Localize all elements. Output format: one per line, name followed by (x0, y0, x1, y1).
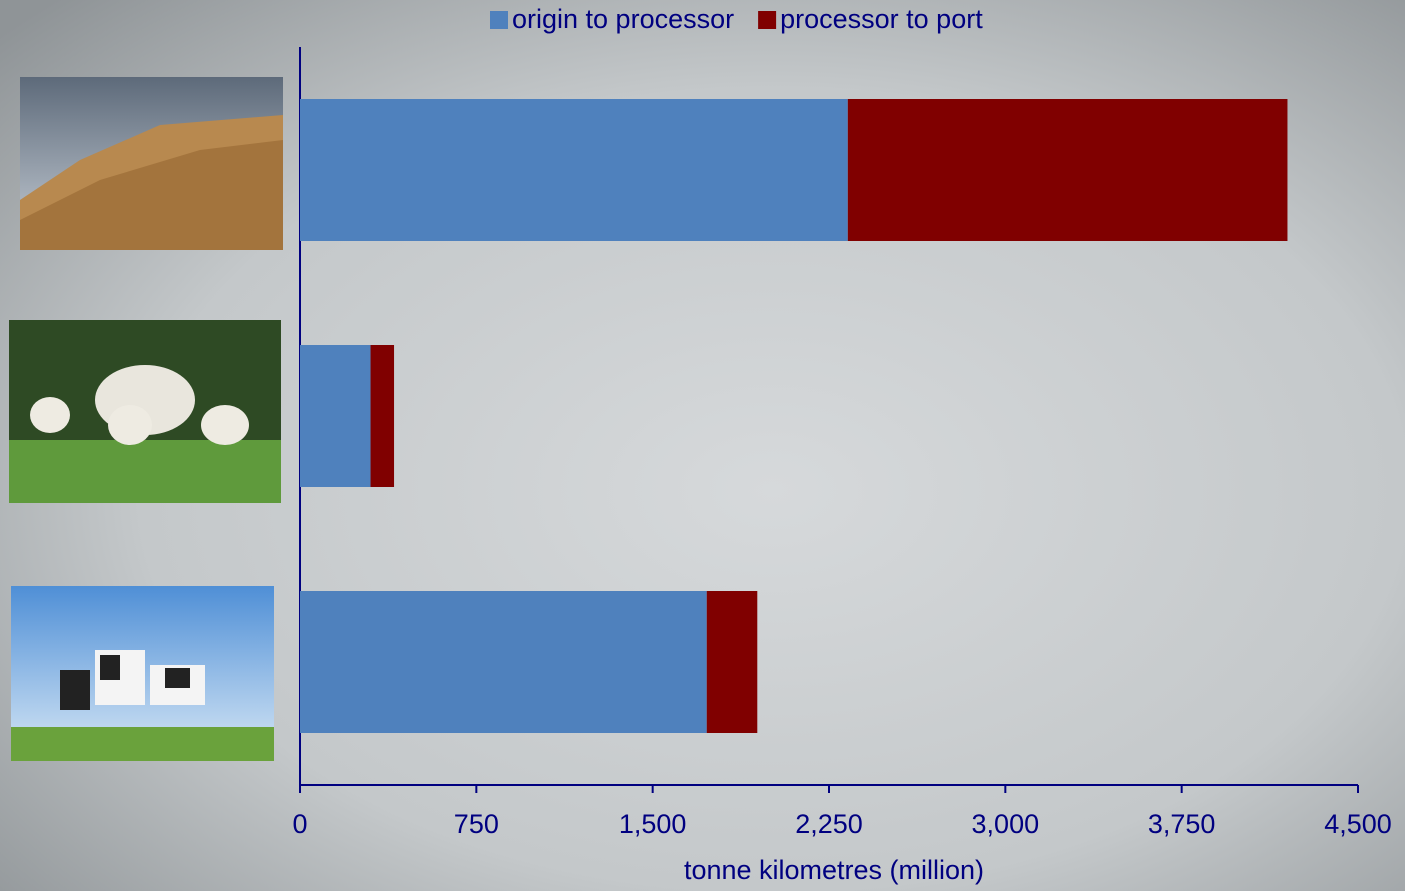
category-image (20, 77, 283, 250)
x-axis-label: tonne kilometres (million) (684, 855, 984, 885)
bar-segment (370, 345, 395, 487)
x-tick-label: 3,750 (1148, 809, 1216, 839)
legend-label: processor to port (780, 4, 983, 34)
bar-segment (847, 99, 1288, 241)
bar-segment (300, 591, 707, 733)
category-image (9, 320, 281, 503)
x-tick-label: 750 (454, 809, 499, 839)
x-tick-label: 0 (292, 809, 307, 839)
legend-swatch (490, 11, 508, 29)
x-tick-label: 4,500 (1324, 809, 1392, 839)
x-tick-label: 3,000 (972, 809, 1040, 839)
x-tick-label: 1,500 (619, 809, 687, 839)
legend-swatch (758, 11, 777, 29)
bar-segment (300, 345, 371, 487)
category-image (11, 586, 274, 761)
bar-segment (300, 99, 848, 241)
legend-label: origin to processor (512, 4, 734, 34)
bar-segment (706, 591, 758, 733)
x-tick-label: 2,250 (795, 809, 863, 839)
